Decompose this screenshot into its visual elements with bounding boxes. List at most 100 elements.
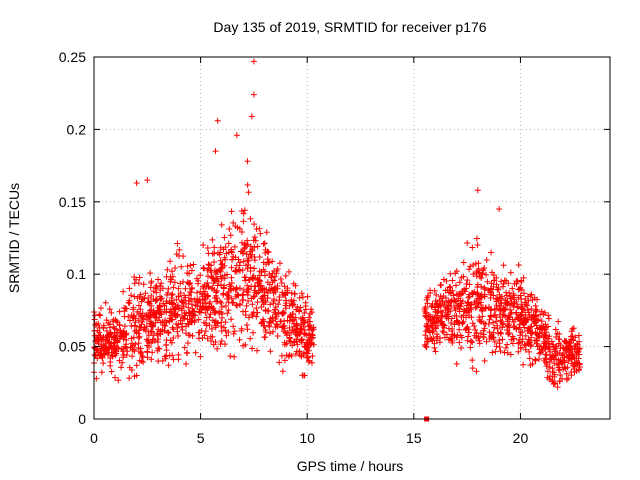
data-point	[228, 248, 235, 255]
data-point	[233, 284, 240, 291]
data-point	[211, 307, 218, 314]
data-point	[525, 325, 532, 332]
data-point	[305, 326, 312, 333]
data-point	[185, 320, 192, 327]
data-point	[184, 339, 191, 346]
data-point	[177, 290, 184, 297]
data-point	[448, 315, 455, 322]
data-point	[543, 363, 550, 370]
data-point	[192, 349, 199, 356]
data-point	[225, 294, 232, 301]
data-point	[107, 358, 114, 365]
data-point	[286, 302, 293, 309]
data-point	[152, 298, 159, 305]
data-point	[160, 300, 167, 307]
data-point	[149, 349, 156, 356]
data-point	[287, 314, 294, 321]
data-point	[281, 325, 288, 332]
data-point	[260, 240, 267, 247]
outlier-point	[248, 113, 255, 120]
data-point	[463, 305, 470, 312]
data-point	[438, 313, 445, 320]
outlier-point	[244, 158, 251, 165]
data-point	[144, 354, 151, 361]
data-point	[121, 308, 128, 315]
data-point	[121, 313, 128, 320]
data-point	[173, 296, 180, 303]
data-point	[303, 341, 310, 348]
data-point	[138, 298, 145, 305]
data-point	[240, 210, 247, 217]
data-point	[245, 189, 252, 196]
data-point	[247, 335, 254, 342]
data-point	[125, 299, 132, 306]
data-point	[432, 325, 439, 332]
data-point	[174, 240, 181, 247]
data-point	[433, 291, 440, 298]
data-point	[117, 333, 124, 340]
data-point	[515, 348, 522, 355]
data-point	[242, 277, 249, 284]
data-point	[507, 306, 514, 313]
data-point	[262, 334, 269, 341]
data-point	[108, 333, 115, 340]
data-point	[219, 314, 226, 321]
data-point	[529, 296, 536, 303]
data-point	[154, 338, 161, 345]
data-point	[489, 331, 496, 338]
data-point	[487, 285, 494, 292]
data-point	[483, 271, 490, 278]
data-point	[298, 353, 305, 360]
data-point	[118, 364, 125, 371]
data-point	[244, 265, 251, 272]
data-point	[114, 329, 121, 336]
data-point	[548, 338, 555, 345]
data-point	[307, 310, 314, 317]
data-point	[481, 293, 488, 300]
data-point	[187, 262, 194, 269]
data-point	[452, 270, 459, 277]
data-point	[135, 317, 142, 324]
y-tick-label: 0.05	[59, 339, 86, 355]
data-point	[91, 312, 98, 319]
data-point	[202, 300, 209, 307]
data-point	[463, 325, 470, 332]
data-point	[157, 287, 164, 294]
data-point	[294, 341, 301, 348]
data-point	[165, 328, 172, 335]
data-point	[445, 303, 452, 310]
data-point	[274, 282, 281, 289]
data-point	[246, 314, 253, 321]
data-point	[517, 315, 524, 322]
data-point	[528, 323, 535, 330]
data-point	[112, 374, 119, 381]
data-point	[268, 273, 275, 280]
data-point	[201, 332, 208, 339]
data-point	[249, 312, 256, 319]
data-point	[186, 309, 193, 316]
data-point	[449, 331, 456, 338]
data-point	[557, 357, 564, 364]
data-point	[546, 375, 553, 382]
data-point	[467, 344, 474, 351]
data-point	[158, 295, 165, 302]
data-point	[204, 335, 211, 342]
data-point	[533, 306, 540, 313]
data-point	[185, 304, 192, 311]
data-point	[537, 349, 544, 356]
data-point	[524, 306, 531, 313]
data-point	[477, 330, 484, 337]
data-point	[164, 289, 171, 296]
data-point	[106, 324, 113, 331]
data-point	[140, 326, 147, 333]
data-point	[481, 325, 488, 332]
data-point	[571, 369, 578, 376]
data-point	[449, 287, 456, 294]
data-point	[92, 322, 99, 329]
data-point	[567, 343, 574, 350]
data-point	[434, 301, 441, 308]
data-point	[438, 281, 445, 288]
data-point	[507, 351, 514, 358]
data-point	[154, 332, 161, 339]
data-point	[258, 319, 265, 326]
